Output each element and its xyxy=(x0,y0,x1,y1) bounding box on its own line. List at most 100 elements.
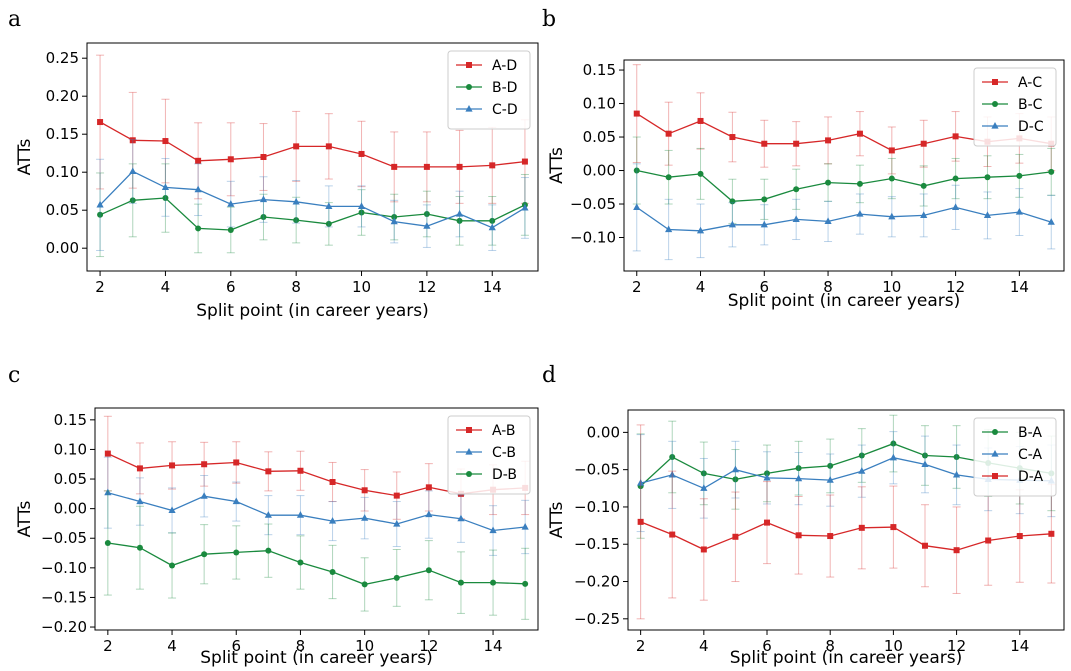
data-point xyxy=(760,220,768,228)
x-tick-label: 6 xyxy=(762,637,772,655)
data-point xyxy=(296,511,305,518)
legend-item-D-B: D-B xyxy=(456,467,517,483)
data-point xyxy=(983,211,992,219)
y-tick-label: 0.00 xyxy=(46,239,79,257)
data-point xyxy=(391,163,398,170)
data-point xyxy=(423,222,431,229)
x-tick-label: 10 xyxy=(352,278,371,296)
data-point xyxy=(856,180,863,187)
y-tick-label: −0.20 xyxy=(574,573,620,591)
legend: A-B C-B D-B xyxy=(447,415,531,495)
panel-letter: a xyxy=(8,7,21,32)
data-point xyxy=(264,511,272,518)
data-point xyxy=(136,497,144,505)
x-tick-label: 8 xyxy=(291,278,301,296)
data-point xyxy=(793,140,800,147)
data-point xyxy=(764,519,771,526)
x-tick-label: 4 xyxy=(696,278,706,296)
data-point xyxy=(697,170,704,177)
y-tick-label: −0.15 xyxy=(574,535,620,553)
y-tick-label: −0.20 xyxy=(41,618,87,636)
x-tick-label: 6 xyxy=(226,278,236,296)
y-tick-label: 0.10 xyxy=(583,95,616,113)
y-tick-label: −0.10 xyxy=(41,559,87,577)
data-point xyxy=(795,465,802,472)
legend-item-A-D: A-D xyxy=(456,58,517,74)
x-tick-label: 2 xyxy=(95,278,105,296)
data-point xyxy=(795,532,802,539)
plot-frame xyxy=(627,409,1065,631)
data-point xyxy=(952,470,961,478)
legend-label: A-D xyxy=(492,58,517,74)
legend-box xyxy=(447,50,531,130)
x-tick-label: 8 xyxy=(296,637,306,655)
series-B-C xyxy=(632,136,1056,224)
legend-label: A-B xyxy=(492,423,515,439)
legend-label: C-B xyxy=(492,445,516,461)
data-point xyxy=(194,185,202,193)
data-point xyxy=(227,156,234,163)
data-point xyxy=(764,470,771,477)
y-tick-label: 0.15 xyxy=(46,125,79,143)
data-point xyxy=(921,460,929,468)
legend-item-D-C: D-C xyxy=(982,119,1044,135)
legend-marker xyxy=(991,122,999,129)
data-point xyxy=(521,522,529,530)
panel-letter: b xyxy=(542,7,556,32)
legend-label: D-A xyxy=(1018,469,1044,485)
panel-letter: d xyxy=(542,363,556,388)
data-point xyxy=(259,195,268,203)
data-point xyxy=(104,488,112,496)
x-tick-label: 4 xyxy=(161,278,171,296)
data-point xyxy=(858,452,865,459)
y-tick-label: −0.15 xyxy=(41,588,87,606)
data-point xyxy=(129,137,136,144)
plot-frame xyxy=(623,59,1065,272)
data-point xyxy=(136,465,143,472)
data-point xyxy=(637,479,645,486)
data-point xyxy=(168,506,176,514)
legend-item-B-D: B-D xyxy=(456,80,517,96)
plot-frame xyxy=(94,407,539,631)
data-point xyxy=(489,217,496,224)
y-tick-label: 0.05 xyxy=(54,470,87,488)
legend-box xyxy=(973,417,1057,497)
legend-item-A-B: A-B xyxy=(456,423,515,439)
legend-label: D-B xyxy=(492,467,517,483)
data-point xyxy=(700,484,708,491)
data-point xyxy=(920,140,927,147)
data-point xyxy=(201,461,208,468)
data-point xyxy=(890,440,897,447)
data-point xyxy=(361,581,368,588)
y-tick-label: 0.15 xyxy=(54,411,87,429)
plot-area xyxy=(96,54,529,258)
series-D-C xyxy=(632,163,1056,261)
data-point xyxy=(423,211,430,217)
x-tick-label: 2 xyxy=(103,637,113,655)
data-point xyxy=(1015,208,1023,215)
data-point xyxy=(761,140,768,147)
series-C-D xyxy=(96,139,529,251)
legend-marker xyxy=(991,450,999,457)
data-point xyxy=(521,203,529,211)
data-point xyxy=(425,567,432,574)
y-tick-label: 0.05 xyxy=(46,201,79,219)
data-point xyxy=(201,551,208,558)
legend-item-B-C: B-C xyxy=(982,97,1043,113)
data-point xyxy=(890,524,897,531)
data-point xyxy=(129,197,136,204)
y-tick-label: 0.10 xyxy=(46,163,79,181)
legend-item-B-A: B-A xyxy=(982,425,1042,441)
series-C-B xyxy=(103,456,530,556)
series-line xyxy=(107,542,526,586)
y-axis-label: ATTs xyxy=(547,147,567,184)
data-point xyxy=(490,579,497,586)
data-point xyxy=(633,203,641,210)
y-tick-label: 0.25 xyxy=(46,49,79,67)
data-point xyxy=(457,514,465,522)
data-point xyxy=(425,484,432,491)
legend-item-A-C: A-C xyxy=(982,75,1042,91)
data-point xyxy=(162,138,169,145)
data-point xyxy=(732,476,739,483)
x-tick-label: 6 xyxy=(760,278,770,296)
